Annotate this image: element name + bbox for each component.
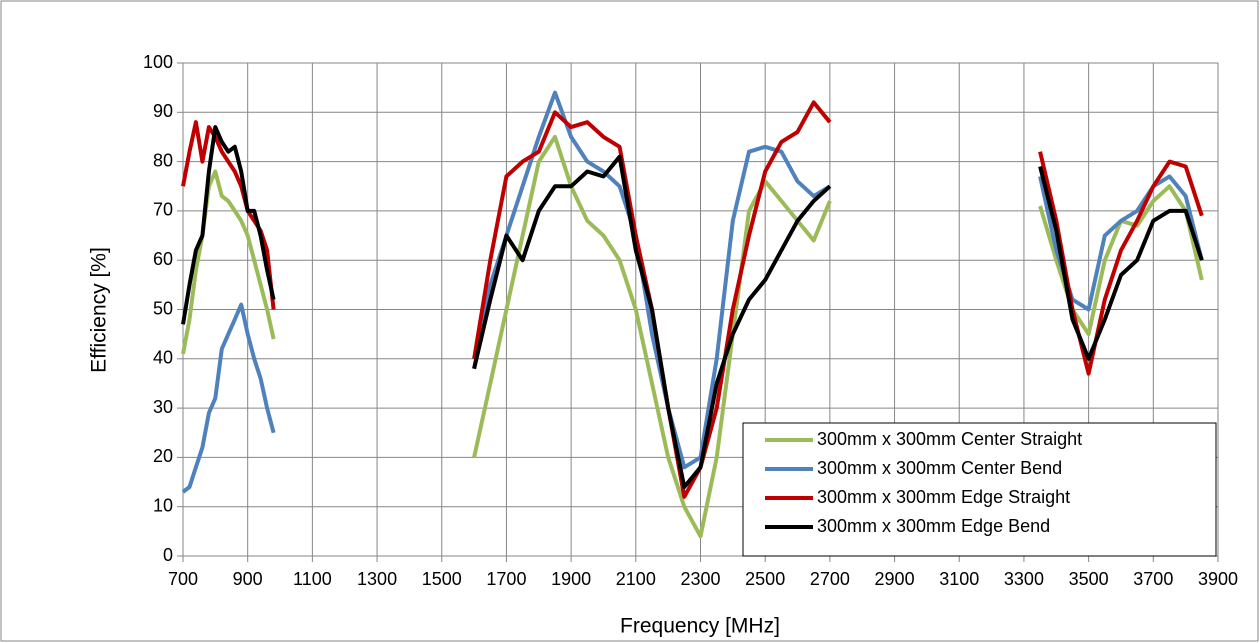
x-tick-label: 3900 (1198, 569, 1238, 589)
y-tick-label: 50 (153, 298, 173, 318)
legend-label: 300mm x 300mm Center Bend (817, 458, 1062, 478)
x-tick-label: 2900 (875, 569, 915, 589)
x-tick-label: 1300 (357, 569, 397, 589)
x-tick-label: 2100 (616, 569, 656, 589)
y-tick-label: 70 (153, 200, 173, 220)
series-line (181, 125, 1204, 489)
legend-label: 300mm x 300mm Center Straight (817, 429, 1082, 449)
x-tick-label: 2700 (810, 569, 850, 589)
x-tick-label: 2300 (680, 569, 720, 589)
y-tick-label: 80 (153, 150, 173, 170)
x-tick-label: 3300 (1004, 569, 1044, 589)
y-tick-label: 100 (143, 52, 173, 72)
x-tick-label: 700 (168, 569, 198, 589)
x-tick-label: 1700 (486, 569, 526, 589)
legend-label: 300mm x 300mm Edge Straight (817, 487, 1070, 507)
x-tick-label: 2500 (745, 569, 785, 589)
x-tick-label: 1900 (551, 569, 591, 589)
y-tick-label: 60 (153, 249, 173, 269)
y-axis-label: Efficiency [%] (88, 247, 111, 373)
y-tick-label: 40 (153, 348, 173, 368)
x-tick-label: 900 (233, 569, 263, 589)
legend (742, 422, 1217, 557)
y-tick-label: 0 (163, 545, 173, 565)
y-tick-label: 10 (153, 495, 173, 515)
x-tick-label: 1500 (422, 569, 462, 589)
x-tick-label: 3500 (1069, 569, 1109, 589)
y-tick-label: 90 (153, 101, 173, 121)
legend-label: 300mm x 300mm Edge Bend (817, 516, 1050, 536)
x-tick-label: 1100 (293, 569, 332, 589)
x-tick-label: 3700 (1133, 569, 1173, 589)
x-axis-label: Frequency [MHz] (620, 615, 780, 638)
y-tick-label: 30 (153, 397, 173, 417)
x-tick-label: 3100 (939, 569, 979, 589)
y-tick-label: 20 (153, 446, 173, 466)
